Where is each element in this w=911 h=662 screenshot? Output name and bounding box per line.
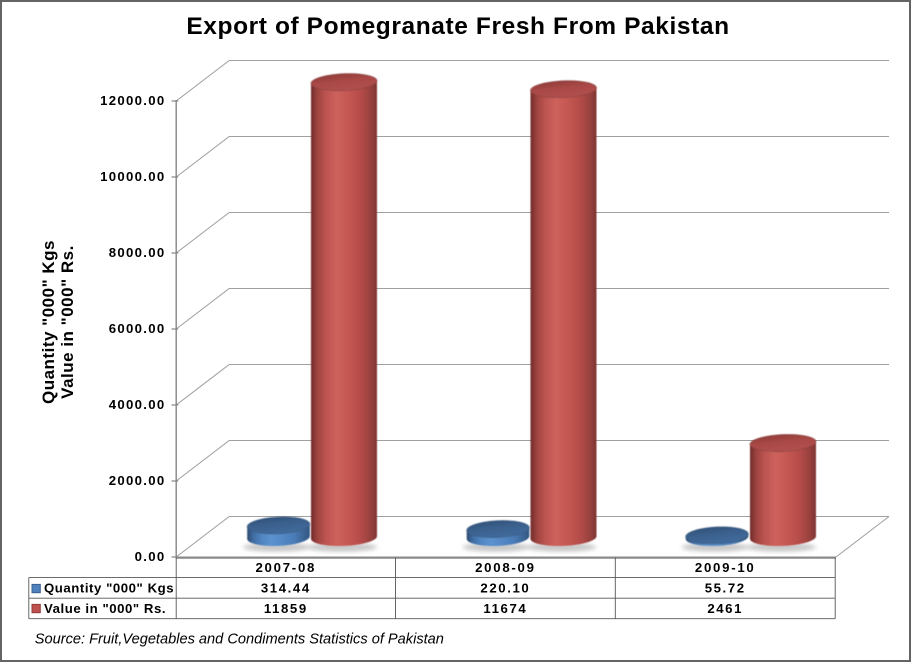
svg-text:Quantity "000" Kgs: Quantity "000" Kgs: [44, 581, 174, 596]
svg-text:2008-09: 2008-09: [475, 560, 536, 575]
svg-text:11859: 11859: [264, 601, 308, 616]
svg-text:Quantity "000" Kgs: Quantity "000" Kgs: [39, 240, 58, 404]
svg-text:0.00: 0.00: [135, 549, 166, 564]
svg-text:12000.00: 12000.00: [100, 93, 165, 108]
svg-text:2461: 2461: [707, 601, 743, 616]
svg-text:10000.00: 10000.00: [100, 169, 165, 184]
svg-text:2007-08: 2007-08: [255, 560, 316, 575]
svg-text:Value in "000" Rs.: Value in "000" Rs.: [44, 601, 166, 616]
svg-text:6000.00: 6000.00: [109, 321, 166, 336]
svg-text:Value in "000" Rs.: Value in "000" Rs.: [58, 245, 77, 399]
svg-text:11674: 11674: [483, 601, 527, 616]
svg-text:4000.00: 4000.00: [109, 397, 166, 412]
svg-text:Source: Fruit,Vegetables and C: Source: Fruit,Vegetables and Condiments …: [35, 631, 444, 647]
svg-text:220.10: 220.10: [480, 581, 530, 596]
svg-text:314.44: 314.44: [261, 581, 311, 596]
svg-text:8000.00: 8000.00: [109, 245, 166, 260]
svg-text:2000.00: 2000.00: [109, 473, 166, 488]
svg-text:2009-10: 2009-10: [695, 560, 756, 575]
svg-text:Export of Pomegranate Fresh Fr: Export of Pomegranate Fresh From Pakista…: [186, 13, 729, 40]
svg-text:55.72: 55.72: [705, 581, 746, 596]
